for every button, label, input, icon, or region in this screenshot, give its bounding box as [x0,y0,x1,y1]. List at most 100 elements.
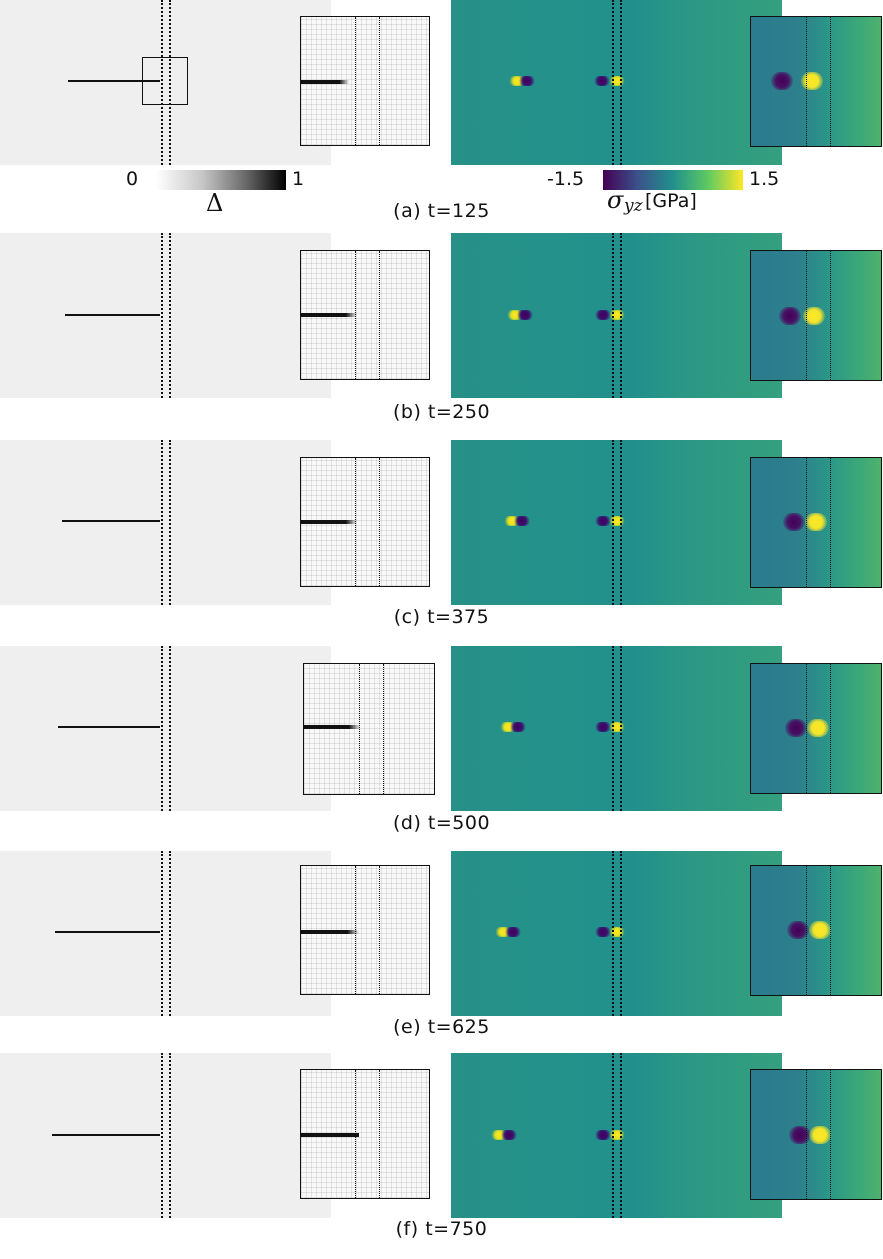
crack-tip-positive [507,310,523,320]
interface-line [379,866,380,994]
crack-line-zoom [304,725,360,729]
crack-tip-negative [514,516,530,526]
crack-tip-positive [504,516,520,526]
damage-field [0,646,331,811]
panel-caption: (e) t=625 [393,1016,490,1038]
crack-tip-positive [509,76,525,86]
interface-line [620,1053,622,1218]
interface-line [806,664,807,793]
stress-zoom-inset [750,663,882,794]
crack-tip-negative [787,921,809,939]
stress-symbol: σ [607,186,624,214]
crack-tip-negative [595,516,611,526]
stress-field [451,440,782,605]
crack-tip-positive [801,72,823,90]
crack-tip-negative [505,927,521,937]
interface-line [169,851,171,1016]
stress-field [451,0,782,165]
panel-row-c: (c) t=375 [0,440,883,646]
damage-field [0,1053,331,1218]
interface-line [620,0,622,165]
crack-tip-negative [595,1130,611,1140]
interface-line [359,664,360,794]
crack-line [55,931,160,933]
crack-tip-positive [609,1130,625,1140]
crack-tip-positive [805,513,827,531]
stress-colorbar [603,170,743,190]
crack-line-zoom [301,930,359,934]
interface-line [169,440,171,605]
crack-line [58,726,160,728]
interface-line [169,233,171,398]
interface-line [161,0,163,165]
interface-line [620,440,622,605]
crack-line-zoom [301,1133,359,1137]
damage-field [0,0,331,165]
interface-line [612,233,614,398]
crack-line-zoom [301,520,357,524]
stress-colorbar-max: 1.5 [749,168,780,190]
stress-subscript: yz [624,196,643,216]
interface-line [612,646,614,811]
stress-field [451,851,782,1016]
interface-line [355,251,356,379]
panel-caption: (a) t=125 [393,200,490,222]
interface-line [830,664,831,793]
crack-tip-negative [771,72,793,90]
interface-line [806,251,807,380]
panel-caption: (f) t=750 [395,1218,488,1240]
stress-field [451,233,782,398]
interface-line [161,851,163,1016]
damage-zoom-inset [300,865,430,995]
interface-line [830,866,831,995]
crack-tip-negative [594,76,610,86]
interface-line [620,233,622,398]
crack-line [65,314,160,316]
stress-colorbar-min: -1.5 [547,168,585,190]
crack-tip-positive [807,719,829,737]
crack-tip-positive [609,76,625,86]
interface-line [806,17,807,146]
interface-line [612,851,614,1016]
damage-colorbar [156,170,286,190]
interface-line [169,1053,171,1218]
zoom-region-box [142,57,188,105]
damage-zoom-inset [300,16,430,146]
interface-line [379,1070,380,1198]
damage-field [0,233,331,398]
interface-line [383,664,384,794]
interface-line [161,233,163,398]
stress-units: [GPa] [645,190,697,212]
damage-zoom-inset [300,1069,430,1199]
crack-tip-negative [510,722,526,732]
crack-tip-negative [789,1126,811,1144]
stress-zoom-inset [750,16,882,147]
crack-tip-negative [595,927,611,937]
interface-line [612,0,614,165]
stress-zoom-inset [750,1069,882,1200]
interface-line [379,17,380,145]
interface-line [355,1070,356,1198]
crack-tip-positive [495,927,511,937]
crack-tip-negative [501,1130,517,1140]
stress-zoom-inset [750,250,882,381]
panel-row-d: (d) t=500 [0,646,883,852]
crack-tip-positive [803,307,825,325]
stress-zoom-inset [750,457,882,588]
crack-tip-positive [609,722,625,732]
crack-tip-positive [809,1126,831,1144]
interface-line [169,646,171,811]
crack-tip-positive [609,310,625,320]
crack-tip-negative [595,722,611,732]
panel-caption: (c) t=375 [393,606,490,628]
stress-field [451,1053,782,1218]
damage-colorbar-min: 0 [126,168,139,190]
interface-line [355,458,356,586]
crack-tip-negative [779,307,801,325]
crack-line-zoom [301,80,349,84]
crack-tip-negative [783,513,805,531]
crack-tip-positive [491,1130,507,1140]
crack-tip-negative [785,719,807,737]
crack-line-zoom [301,313,357,317]
interface-line [161,440,163,605]
